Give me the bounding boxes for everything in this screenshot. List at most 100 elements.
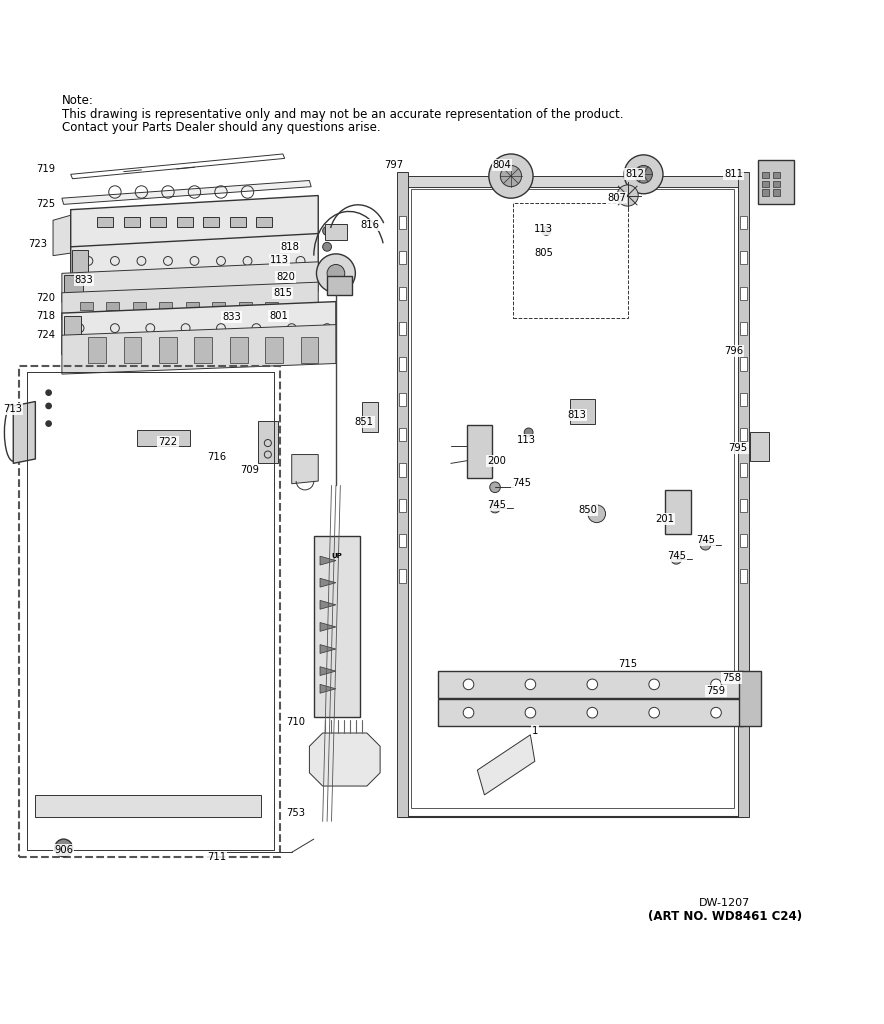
Text: 201: 201 xyxy=(655,514,674,524)
Text: 801: 801 xyxy=(269,310,288,321)
Bar xyxy=(740,216,747,229)
Circle shape xyxy=(323,243,332,251)
Circle shape xyxy=(316,254,355,293)
Text: 797: 797 xyxy=(384,160,403,170)
Bar xyxy=(740,392,747,406)
Polygon shape xyxy=(13,401,35,464)
Bar xyxy=(740,428,747,441)
Bar xyxy=(758,160,794,205)
Text: 716: 716 xyxy=(207,453,226,462)
Polygon shape xyxy=(62,180,311,205)
Circle shape xyxy=(327,264,345,283)
Bar xyxy=(265,337,283,364)
Text: 719: 719 xyxy=(36,164,56,174)
Circle shape xyxy=(700,540,711,550)
Bar xyxy=(362,401,378,432)
Bar xyxy=(740,357,747,371)
Circle shape xyxy=(711,679,721,690)
Circle shape xyxy=(617,185,638,206)
Circle shape xyxy=(490,482,500,493)
Text: 795: 795 xyxy=(728,443,748,454)
Text: 851: 851 xyxy=(354,417,374,427)
Bar xyxy=(740,569,747,583)
Text: 805: 805 xyxy=(534,248,553,258)
Bar xyxy=(411,189,734,808)
Bar xyxy=(397,172,408,817)
Text: 724: 724 xyxy=(36,330,56,340)
Circle shape xyxy=(588,505,606,522)
Text: 906: 906 xyxy=(54,845,73,855)
Text: 113: 113 xyxy=(516,434,536,444)
Bar xyxy=(738,172,749,817)
Bar xyxy=(137,430,190,445)
Bar xyxy=(399,499,406,512)
Bar xyxy=(739,671,761,726)
Text: 720: 720 xyxy=(36,293,56,303)
Polygon shape xyxy=(71,233,318,287)
Text: This drawing is representative only and may not be an accurate representation of: This drawing is representative only and … xyxy=(62,108,623,121)
Bar xyxy=(762,172,769,178)
Circle shape xyxy=(323,226,332,236)
Bar xyxy=(467,425,492,478)
Text: DW-1207: DW-1207 xyxy=(699,898,751,907)
Text: 1: 1 xyxy=(531,726,538,736)
Bar xyxy=(740,322,747,335)
Polygon shape xyxy=(71,154,285,179)
Bar xyxy=(212,302,225,310)
Text: 818: 818 xyxy=(280,242,300,252)
Circle shape xyxy=(55,839,72,857)
Bar xyxy=(258,421,278,464)
Bar xyxy=(740,499,747,512)
Text: 816: 816 xyxy=(360,220,379,229)
Circle shape xyxy=(46,403,51,409)
Bar xyxy=(402,180,743,817)
Text: 713: 713 xyxy=(3,403,22,414)
Bar xyxy=(773,189,780,196)
Bar xyxy=(740,535,747,548)
Circle shape xyxy=(490,503,500,513)
Polygon shape xyxy=(71,196,318,251)
Text: 710: 710 xyxy=(286,717,306,726)
Bar xyxy=(438,699,743,726)
Polygon shape xyxy=(53,211,84,256)
Bar xyxy=(19,367,280,857)
Bar xyxy=(402,176,743,186)
Text: 723: 723 xyxy=(28,240,48,249)
Bar xyxy=(740,464,747,476)
Bar xyxy=(399,216,406,229)
Bar xyxy=(97,217,113,227)
Polygon shape xyxy=(320,579,336,587)
Bar xyxy=(740,287,747,300)
Bar xyxy=(750,432,769,461)
Bar xyxy=(265,302,278,310)
Bar xyxy=(513,203,628,317)
Text: 745: 745 xyxy=(512,478,531,487)
Polygon shape xyxy=(292,455,318,483)
Bar xyxy=(230,217,246,227)
Text: 812: 812 xyxy=(625,169,644,179)
Bar xyxy=(773,180,780,186)
Bar xyxy=(35,795,261,817)
Polygon shape xyxy=(62,325,336,374)
Bar xyxy=(106,302,119,310)
Circle shape xyxy=(542,226,551,236)
Bar xyxy=(301,337,318,364)
Circle shape xyxy=(46,390,51,395)
Text: 725: 725 xyxy=(36,200,56,209)
Bar xyxy=(773,172,780,178)
Bar xyxy=(256,217,272,227)
Bar xyxy=(159,302,172,310)
Bar xyxy=(314,536,360,717)
Bar xyxy=(80,302,93,310)
Bar xyxy=(762,189,769,196)
Polygon shape xyxy=(309,733,380,786)
Bar xyxy=(399,464,406,476)
Text: 833: 833 xyxy=(222,311,241,322)
Text: 113: 113 xyxy=(270,255,289,265)
Circle shape xyxy=(635,166,652,183)
Bar xyxy=(762,180,769,186)
Bar xyxy=(740,251,747,264)
Text: 113: 113 xyxy=(534,224,553,234)
Bar xyxy=(88,337,106,364)
Bar xyxy=(203,217,219,227)
